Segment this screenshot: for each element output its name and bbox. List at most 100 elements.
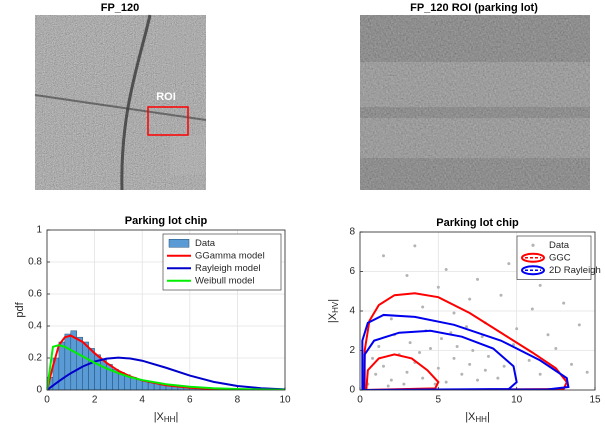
data-point [444, 380, 448, 384]
label-part: |X [327, 312, 339, 323]
legend-label: 2D Rayleigh [549, 265, 601, 276]
data-point [486, 354, 490, 358]
y-tick-label: 8 [349, 227, 355, 238]
data-point [507, 262, 511, 266]
data-point [496, 376, 500, 380]
roi-image: FP_120 ROI (parking lot) [360, 2, 590, 190]
data-point [436, 285, 440, 289]
data-point [402, 382, 406, 386]
y-tick-label: 4 [349, 306, 355, 317]
label-part: |X [154, 411, 165, 423]
legend-label: GGC [549, 252, 571, 263]
legend-swatch [531, 243, 535, 247]
data-point [527, 358, 531, 362]
data-point [499, 293, 503, 297]
data-point [471, 349, 475, 352]
data-point [538, 372, 542, 376]
data-point [418, 350, 422, 354]
data-point [468, 297, 472, 301]
label-part: HH [164, 415, 176, 424]
road [120, 14, 152, 191]
legend-box [516, 235, 592, 280]
data-point [468, 362, 472, 366]
y-axis-label: |XHV| [327, 299, 340, 323]
data-point [408, 341, 412, 345]
y-tick-label: 2 [349, 345, 355, 356]
data-point [382, 254, 385, 258]
data-point [371, 356, 375, 360]
x-tick-label: 5 [436, 395, 442, 406]
image-title: FP_120 ROI (parking lot) [410, 2, 538, 14]
data-point [530, 307, 534, 311]
road [34, 94, 207, 121]
label-part: | [327, 299, 339, 302]
data-point [439, 337, 443, 341]
legend-label: Weibull model [195, 275, 255, 286]
data-point [460, 372, 464, 376]
histogram-bar [70, 330, 78, 390]
data-point [429, 347, 432, 351]
y-tick-label: 0 [36, 385, 42, 396]
data-point [389, 317, 393, 321]
data-point [452, 311, 456, 315]
image-texture [35, 15, 206, 190]
roi-box [147, 106, 189, 136]
model-curve [47, 356, 285, 390]
data-point [476, 378, 479, 382]
data-point [386, 384, 390, 388]
axes-box [359, 231, 596, 391]
histogram-bar [147, 382, 155, 390]
x-tick-label: 10 [511, 395, 523, 406]
data-point [421, 376, 425, 380]
chart-title: Parking lot chip [436, 217, 519, 229]
x-tick-label: 2 [92, 395, 98, 406]
y-tick-label: 0.6 [28, 289, 42, 300]
data-point [502, 364, 506, 368]
histogram-bar [88, 348, 95, 390]
data-point [377, 345, 381, 349]
roi-label: ROI [156, 91, 176, 103]
data-point [512, 343, 516, 347]
histogram-bar [100, 359, 107, 390]
data-point [562, 301, 566, 305]
data-point [405, 370, 409, 374]
axes-box [46, 229, 286, 391]
legend-swatch [521, 265, 545, 276]
x-axis-label: |XHH| [465, 411, 490, 424]
y-tick-label: 1 [36, 225, 42, 236]
contour [361, 313, 570, 390]
plot-marks [47, 330, 285, 390]
x-tick-label: 8 [235, 395, 241, 406]
histogram-bar [136, 379, 143, 390]
label-part: | [175, 411, 178, 423]
histogram-bar [141, 380, 149, 390]
histogram-bar [58, 341, 66, 390]
label-part: |X [465, 411, 476, 423]
data-point [570, 362, 573, 366]
x-axis-label: |XHH| [154, 411, 179, 424]
histogram-bar [64, 333, 72, 390]
data-point [546, 333, 550, 337]
data-point [374, 372, 378, 376]
data-point [382, 364, 385, 368]
label-part: | [487, 411, 490, 423]
legend-label: Rayleigh model [195, 263, 260, 274]
data-point [465, 325, 469, 329]
legend-label: Data [549, 240, 570, 251]
data-point [436, 366, 440, 370]
image-title: FP_120 [101, 2, 140, 14]
x-tick-label: 0 [44, 395, 50, 406]
data-point [405, 273, 409, 277]
legend-label: Data [195, 238, 216, 249]
data-point [389, 378, 393, 382]
data-point [444, 268, 448, 272]
data-point [483, 368, 487, 372]
data-point [413, 244, 417, 248]
y-tick-label: 0.4 [28, 321, 42, 332]
data-point [480, 335, 484, 339]
data-point [476, 277, 479, 281]
y-tick-label: 0 [349, 385, 355, 396]
x-tick-label: 15 [589, 395, 601, 406]
